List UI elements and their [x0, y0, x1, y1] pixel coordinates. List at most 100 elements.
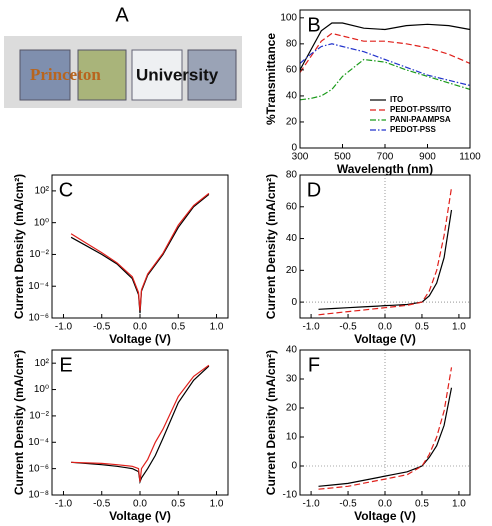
- x-tick-label: 0.0: [378, 322, 392, 333]
- y-tick-label: 10⁻⁶: [28, 463, 49, 474]
- x-axis-label: Voltage (V): [354, 332, 416, 346]
- y-tick-label: 10: [286, 432, 298, 443]
- data-line: [299, 32, 471, 73]
- x-axis-label: Wavelength (nm): [337, 162, 433, 176]
- y-axis-label: Current Density (mA/cm²): [12, 350, 26, 495]
- data-line: [299, 22, 471, 71]
- data-line: [70, 193, 210, 314]
- y-tick-label: 100: [280, 12, 297, 23]
- x-tick-label: -1.0: [302, 499, 320, 510]
- y-tick-label: 40: [286, 91, 298, 102]
- x-tick-label: 300: [292, 152, 309, 163]
- x-tick-label: -0.5: [339, 499, 357, 510]
- data-line: [71, 364, 210, 482]
- y-tick-label: 10⁰: [34, 217, 49, 228]
- photo: Princeton University: [4, 36, 242, 108]
- data-line: [318, 209, 453, 310]
- panel: -1.0 -0.5 0.0 0.5 1.0 0 20 40 60 80 Voltage (V) Cur…: [264, 170, 471, 346]
- y-tick-label: 10⁻⁴: [28, 437, 49, 448]
- y-tick-label: 10⁻⁶: [28, 313, 49, 324]
- panel: -1.0 -0.5 0.0 0.5 1.0 -10 0 10 20 30 40 Voltage (V)…: [264, 345, 471, 523]
- y-tick-label: 20: [286, 117, 298, 128]
- slide: [187, 49, 237, 101]
- slide: [131, 49, 183, 101]
- plot-frame: [51, 174, 229, 319]
- data-line: [318, 187, 453, 316]
- x-tick-label: -1.0: [55, 322, 73, 333]
- x-tick-label: -1.0: [55, 499, 73, 510]
- x-axis-label: Voltage (V): [109, 509, 171, 523]
- data-line: [299, 58, 471, 101]
- x-tick-label: -0.5: [93, 499, 111, 510]
- x-tick-label: 1.0: [210, 499, 224, 510]
- y-tick-label: 10⁰: [34, 384, 49, 395]
- x-tick-label: 0.5: [415, 322, 429, 333]
- x-tick-label: 0.5: [171, 499, 185, 510]
- data-line: [71, 365, 210, 485]
- photo-word: University: [136, 65, 219, 84]
- x-tick-label: 0.5: [415, 499, 429, 510]
- data-line: [70, 192, 210, 311]
- y-axis-label: %Transmittance: [264, 33, 278, 125]
- y-axis-label: Current Density (mA/cm²): [12, 174, 26, 319]
- y-tick-label: 10⁻⁸: [28, 490, 49, 501]
- x-tick-label: 1100: [459, 152, 481, 163]
- legend-label: PANI-PAAMPSA: [390, 115, 451, 124]
- photo-word: Princeton: [30, 65, 101, 84]
- y-tick-label: 20: [286, 265, 298, 276]
- y-tick-label: 80: [286, 170, 298, 181]
- y-tick-label: 0: [291, 461, 297, 472]
- x-tick-label: 500: [334, 152, 351, 163]
- y-tick-label: 0: [291, 143, 297, 154]
- panel: 300 500 700 900 1100 0 20 40 60 80 100 Wavelength (…: [264, 9, 481, 176]
- x-tick-label: -1.0: [302, 322, 320, 333]
- panel-label: C: [59, 179, 73, 201]
- x-tick-label: 0.0: [133, 322, 147, 333]
- y-tick-label: 80: [286, 38, 298, 49]
- x-tick-label: 0.0: [133, 499, 147, 510]
- x-tick-label: -0.5: [93, 322, 111, 333]
- data-line: [318, 387, 453, 487]
- y-tick-label: 40: [286, 345, 298, 356]
- y-tick-label: -10: [283, 490, 298, 501]
- x-tick-label: 0.5: [171, 322, 185, 333]
- y-tick-label: 10⁻⁴: [28, 281, 49, 292]
- x-tick-label: 1.0: [452, 499, 466, 510]
- plot-frame: [299, 9, 471, 149]
- y-tick-label: 0: [291, 297, 297, 308]
- y-tick-label: 10²: [35, 358, 50, 369]
- y-tick-label: 40: [286, 233, 298, 244]
- x-axis-label: Voltage (V): [109, 332, 171, 346]
- y-tick-label: 60: [286, 201, 298, 212]
- x-tick-label: 1.0: [210, 322, 224, 333]
- legend-label: ITO: [390, 95, 403, 104]
- panel-label: B: [307, 14, 320, 36]
- x-tick-label: 1.0: [452, 322, 466, 333]
- panel: -1.0 -0.5 0.0 0.5 1.0 10⁻⁶ 10⁻⁴ 10⁻² 10⁰ 10² Volta…: [12, 174, 229, 346]
- y-axis-label: Current Density (mA/cm²): [264, 174, 278, 319]
- panel-label: E: [59, 354, 72, 376]
- legend-label: PEDOT-PSS/ITO: [390, 105, 451, 114]
- slide: [19, 49, 71, 101]
- data-line: [299, 43, 471, 87]
- y-tick-label: 10⁻²: [29, 411, 49, 422]
- slide: [77, 49, 127, 101]
- y-tick-label: 10⁻²: [29, 249, 49, 260]
- x-tick-label: -0.5: [339, 322, 357, 333]
- data-line: [318, 367, 453, 490]
- x-tick-label: 900: [419, 152, 436, 163]
- y-tick-label: 10²: [35, 186, 50, 197]
- x-axis-label: Voltage (V): [354, 509, 416, 523]
- x-tick-label: 0.0: [378, 499, 392, 510]
- panel-label: A: [115, 4, 129, 26]
- panel: -1.0 -0.5 0.0 0.5 1.0 10⁻⁸ 10⁻⁶ 10⁻⁴ 10⁻² 10⁰ 10² V…: [12, 349, 229, 523]
- plot-frame: [51, 349, 229, 496]
- y-axis-label: Current Density (mA/cm²): [264, 350, 278, 495]
- x-tick-label: 700: [377, 152, 394, 163]
- y-tick-label: 20: [286, 403, 298, 414]
- y-tick-label: 30: [286, 374, 298, 385]
- panel-label: D: [307, 179, 321, 201]
- y-tick-label: 60: [286, 65, 298, 76]
- panel-label: F: [308, 354, 320, 376]
